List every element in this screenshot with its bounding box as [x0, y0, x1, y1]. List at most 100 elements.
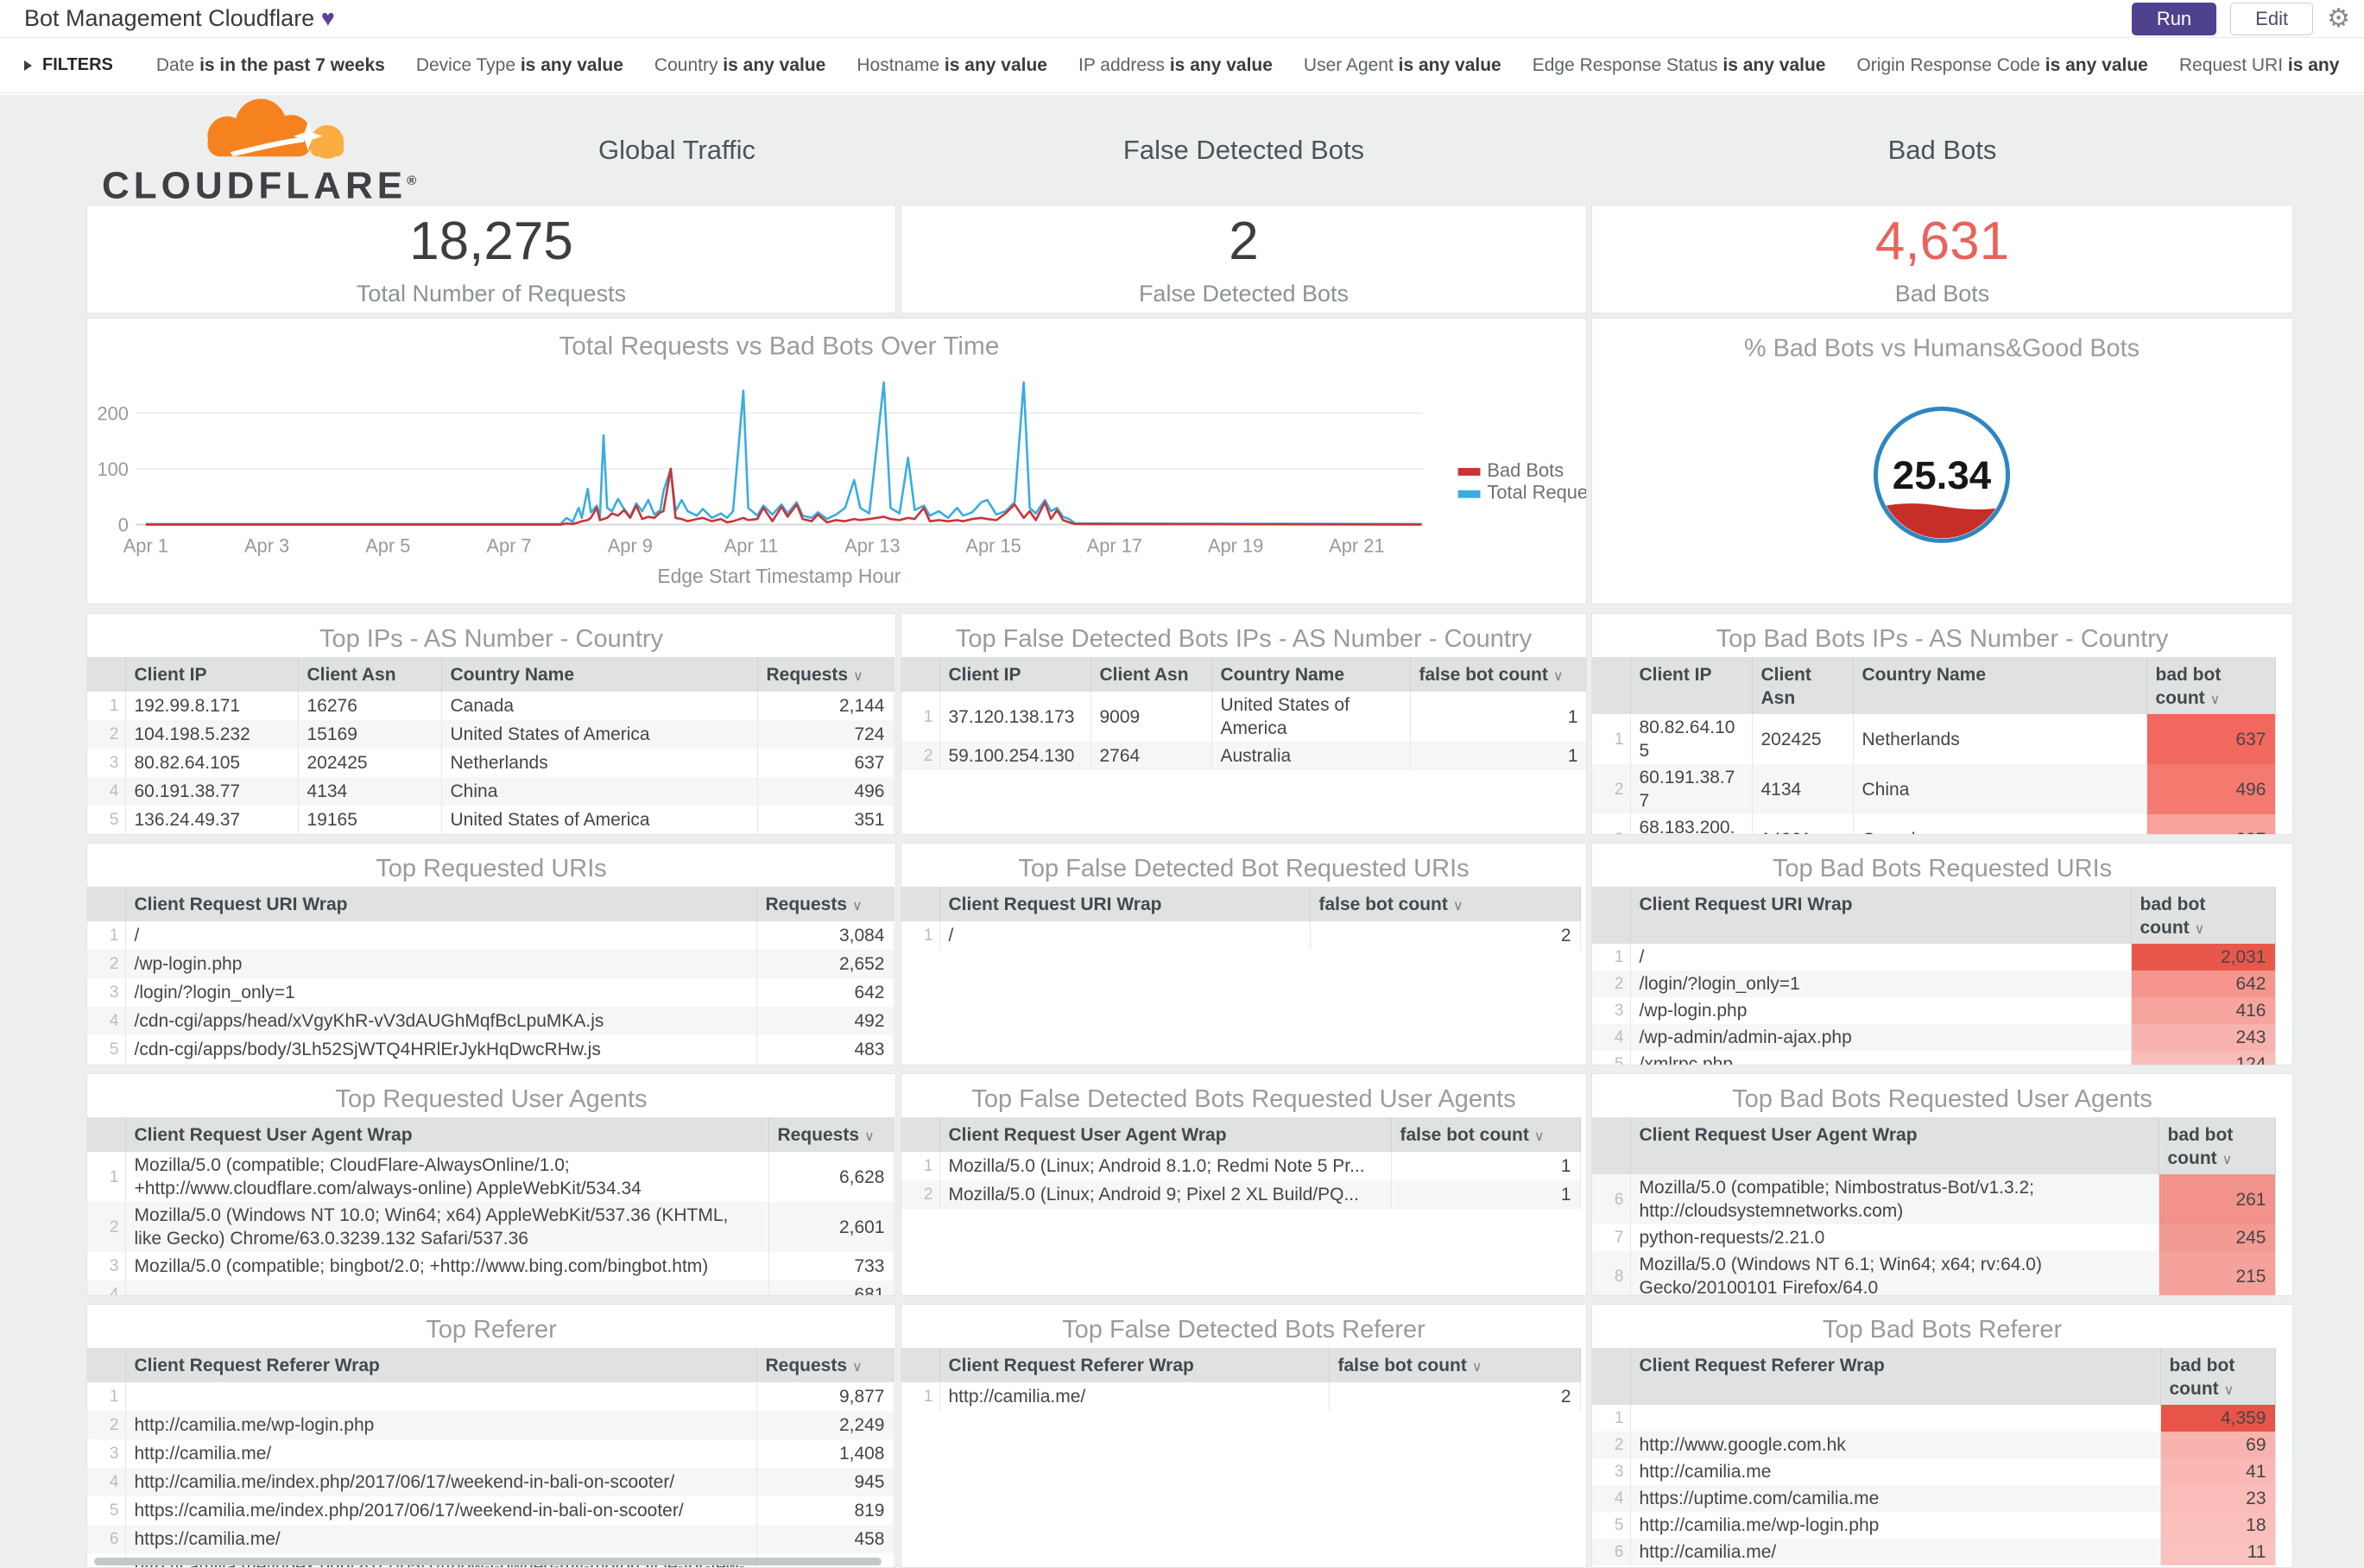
column-header-client-request-referer-wrap: Client Request Referer Wrap [1630, 1348, 2161, 1405]
cell: Canada [441, 692, 758, 720]
panel-badbots-gauge: % Bad Bots vs Humans&Good Bots 25.34 [1591, 318, 2293, 604]
cell: 1 [1410, 742, 1586, 770]
cell: 18 [2160, 1512, 2276, 1539]
column-header-false-bot-count[interactable]: false bot count ∨ [1391, 1117, 1581, 1152]
column-header-false-bot-count[interactable]: false bot count ∨ [1410, 657, 1586, 692]
cell: China [1853, 764, 2147, 814]
cell: 202425 [298, 749, 442, 777]
row-number: 3 [1592, 814, 1631, 834]
cell: 733 [768, 1252, 894, 1280]
column-header-requests[interactable]: Requests ∨ [757, 657, 894, 692]
row-number: 4 [87, 1280, 126, 1295]
expand-triangle-icon [24, 60, 32, 71]
column-header-client-ip: Client IP [125, 657, 299, 692]
cell: 637 [757, 749, 894, 777]
table-row: 4 681 [87, 1280, 894, 1295]
table-row: 4/wp-admin/admin-ajax.php 243 [1592, 1024, 2276, 1051]
cloudflare-cloud-icon [207, 98, 344, 159]
section-title-global-traffic: Global Traffic [597, 134, 756, 165]
cell: 9,877 [756, 1382, 894, 1411]
filters-label: FILTERS [42, 55, 113, 74]
table-row: 5 http://camilia.me/wp-login.php 18 [1592, 1512, 2276, 1539]
gauge-title: % Bad Bots vs Humans&Good Bots [1744, 335, 2140, 363]
filter-item-request-uri[interactable]: Request URI is any value [2178, 54, 2340, 75]
row-number: 1 [1592, 714, 1631, 764]
dashboard-title-text: Bot Management Cloudflare [24, 5, 315, 31]
column-header-requests[interactable]: Requests ∨ [756, 1348, 894, 1382]
cell [125, 1382, 757, 1411]
panel-top-false-bot-referer: Top False Detected Bots Referer Client Re… [901, 1304, 1587, 1568]
filter-item-user-agent[interactable]: User Agent is any value [1303, 54, 1501, 75]
filter-item-device-type[interactable]: Device Type is any value [415, 54, 623, 75]
filter-item-country[interactable]: Country is any value [654, 54, 826, 75]
sort-desc-icon: ∨ [2209, 691, 2221, 707]
row-number: 5 [1592, 1512, 1631, 1539]
cell: 819 [756, 1496, 894, 1525]
filter-item-hostname[interactable]: Hostname is any value [856, 54, 1047, 75]
cell: Mozilla/5.0 (Windows NT 10.0; Win64; x64… [125, 1202, 769, 1252]
cell: Mozilla/5.0 (Windows NT 6.1; Win64; x64;… [1630, 1251, 2159, 1295]
cell: 245 [2159, 1224, 2276, 1251]
top-bar: Bot Management Cloudflare ♥ Run Edit ⚙ [0, 0, 2364, 38]
filter-item-date[interactable]: Date is in the past 7 weeks [155, 54, 385, 75]
cell: https://camilia.me/ [125, 1525, 757, 1553]
cell: /cdn-cgi/apps/body/3Lh52SjWTQ4HRlErJykHq… [125, 1035, 757, 1064]
row-number-header [901, 657, 940, 692]
row-number: 4 [1592, 1485, 1631, 1512]
row-number: 3 [87, 749, 126, 777]
filter-item-edge-response-status[interactable]: Edge Response Status is any value [1532, 54, 1826, 75]
legend-label-total-requests: Total Requests [1487, 482, 1586, 503]
edit-button[interactable]: Edit [2230, 2, 2314, 35]
cell: / [1630, 944, 2132, 971]
row-number-header [87, 1348, 126, 1382]
panel-top-bad-bot-ips: Top Bad Bots IPs - AS Number - Country Cl… [1591, 613, 2293, 835]
table-row: 1 37.120.138.173 9009 United States of Amer… [901, 692, 1586, 742]
column-header-bad-bot-count[interactable]: bad bot count ∨ [2146, 657, 2276, 714]
column-header-false-bot-count[interactable]: false bot count ∨ [1310, 887, 1581, 921]
cell: 68.183.200.167 [1630, 814, 1753, 834]
filter-item-ip-address[interactable]: IP address is any value [1078, 54, 1273, 75]
table-row: 4 http://camilia.me/index.php/2017/06/17/… [87, 1468, 894, 1496]
cell: Canada [1853, 814, 2147, 834]
cell: 4134 [1752, 764, 1854, 814]
column-header-requests[interactable]: Requests ∨ [756, 887, 894, 921]
column-header-client-request-referer-wrap: Client Request Referer Wrap [939, 1348, 1330, 1382]
table-row: 2/login/?login_only=1 642 [1592, 971, 2276, 997]
cloudflare-wordmark: CLOUDFLARE® [102, 164, 417, 207]
horizontal-scrollbar[interactable] [94, 1558, 882, 1565]
column-header-bad-bot-count[interactable]: bad bot count ∨ [2160, 1348, 2276, 1405]
table-row: 368.183.200.16714061Canada237 [1592, 814, 2276, 834]
row-number: 4 [1592, 1024, 1631, 1051]
cell: /cdn-cgi/apps/head/xVgyKhR-vV3dAUGhMqfBc… [125, 1007, 757, 1035]
column-header-client-ip: Client IP [939, 657, 1091, 692]
filter-items: Date is in the past 7 weeks Device Type i… [156, 55, 2340, 76]
column-header-bad-bot-count[interactable]: bad bot count ∨ [2131, 887, 2276, 944]
column-header-bad-bot-count[interactable]: bad bot count ∨ [2159, 1117, 2276, 1174]
column-header-false-bot-count[interactable]: false bot count ∨ [1329, 1348, 1581, 1382]
column-header-client-request-user-agent-wrap: Client Request User Agent Wrap [125, 1117, 769, 1152]
table-row: 3 80.82.64.105 202425 Netherlands 637 [87, 749, 894, 777]
filters-toggle[interactable]: FILTERS [24, 55, 113, 75]
x-tick-label: Apr 15 [965, 534, 1021, 556]
heart-icon: ♥ [320, 5, 335, 31]
table-row: 2 http://www.google.com.hk 69 [1592, 1432, 2276, 1458]
run-button[interactable]: Run [2131, 2, 2217, 35]
row-number-header [901, 887, 940, 921]
cell: 80.82.64.105 [1630, 714, 1753, 764]
panel-top-referer: Top Referer Client Request Referer Wrap Re… [86, 1304, 896, 1568]
row-number: 4 [87, 1468, 126, 1496]
gear-icon[interactable]: ⚙ [2327, 3, 2350, 34]
column-header-client-asn: Client Asn [298, 657, 442, 692]
row-number: 1 [1592, 1405, 1631, 1432]
filter-item-origin-response-code[interactable]: Origin Response Code is any value [1856, 54, 2148, 75]
panel-title: Top Bad Bots Requested User Agents [1732, 1085, 2152, 1113]
cell: China [441, 777, 758, 806]
row-number-header [1592, 887, 1631, 944]
cell: /wp-login.php [1630, 997, 2132, 1024]
column-header-client-request-referer-wrap: Client Request Referer Wrap [125, 1348, 757, 1382]
section-title-false-detected-bots: False Detected Bots [1122, 134, 1365, 165]
kpi-false-detected-bots: 2 False Detected Bots [901, 205, 1587, 313]
column-header-requests[interactable]: Requests ∨ [768, 1117, 894, 1152]
row-number: 7 [1592, 1224, 1631, 1251]
table-row: 1 80.82.64.105 202425 Netherlands 637 [1592, 714, 2276, 764]
